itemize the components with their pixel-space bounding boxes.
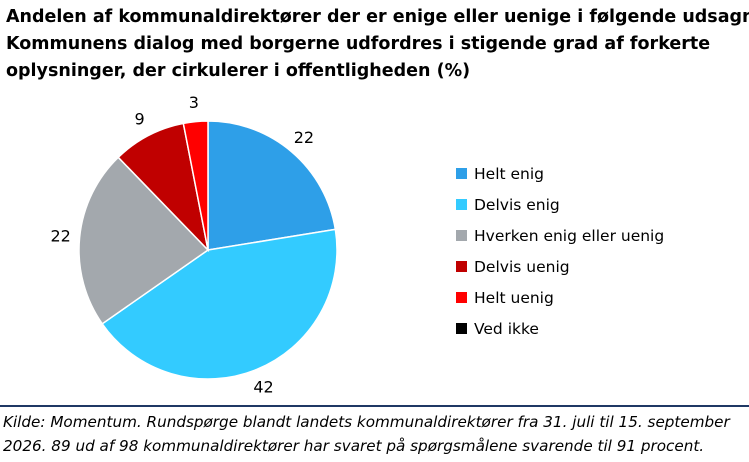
pie-slice-helt-uenig	[182, 120, 209, 251]
chart-title: Andelen af kommunaldirektører der er eni…	[6, 4, 749, 85]
legend-label: Delvis uenig	[474, 257, 570, 276]
legend-label: Helt uenig	[474, 288, 554, 307]
legend-item-helt-uenig: Helt uenig	[456, 282, 664, 313]
pie-chart: 22 42 22 9 3	[51, 93, 338, 397]
chart-legend: Helt enig Delvis enig Hverken enig eller u…	[456, 158, 664, 344]
legend-item-delvis-uenig: Delvis uenig	[456, 251, 664, 282]
legend-item-helt-enig: Helt enig	[456, 158, 664, 189]
pie-slice-helt-enig	[207, 120, 337, 251]
legend-label: Delvis enig	[474, 195, 560, 214]
data-label-helt-uenig: 3	[189, 93, 199, 112]
legend-swatch	[456, 261, 467, 272]
legend-swatch	[456, 323, 467, 334]
data-label-delvis-uenig: 9	[134, 109, 144, 128]
data-label-delvis-enig: 42	[253, 378, 273, 397]
chart-title-line-3: oplysninger, der cirkulerer i offentligh…	[6, 61, 471, 81]
source-line-2: 2026. 89 ud af 98 kommunaldirektører har…	[3, 437, 705, 455]
pie-slice-hverken-enig-eller-uenig	[78, 156, 210, 325]
legend-item-delvis-enig: Delvis enig	[456, 189, 664, 220]
source-divider	[0, 405, 749, 407]
legend-label: Hverken enig eller uenig	[474, 226, 665, 245]
legend-swatch	[456, 199, 467, 210]
legend-item-hverken-enig-eller-uenig: Hverken enig eller uenig	[456, 220, 664, 251]
chart-title-line-2: Kommunens dialog med borgerne udfordres …	[6, 34, 711, 54]
pie-slice-delvis-enig	[101, 228, 338, 380]
legend-label: Helt enig	[474, 164, 545, 183]
legend-label: Ved ikke	[474, 319, 539, 338]
data-label-hverken-enig-eller-uenig: 22	[51, 226, 71, 245]
chart-title-line-1: Andelen af kommunaldirektører der er eni…	[6, 7, 749, 27]
legend-swatch	[456, 168, 467, 179]
legend-item-ved-ikke: Ved ikke	[456, 313, 664, 344]
source-line-1: Kilde: Momentum. Rundspørge blandt lande…	[3, 413, 730, 431]
legend-swatch	[456, 292, 467, 303]
data-label-helt-enig: 22	[294, 128, 314, 147]
legend-swatch	[456, 230, 467, 241]
source-note: Kilde: Momentum. Rundspørge blandt lande…	[3, 410, 747, 458]
